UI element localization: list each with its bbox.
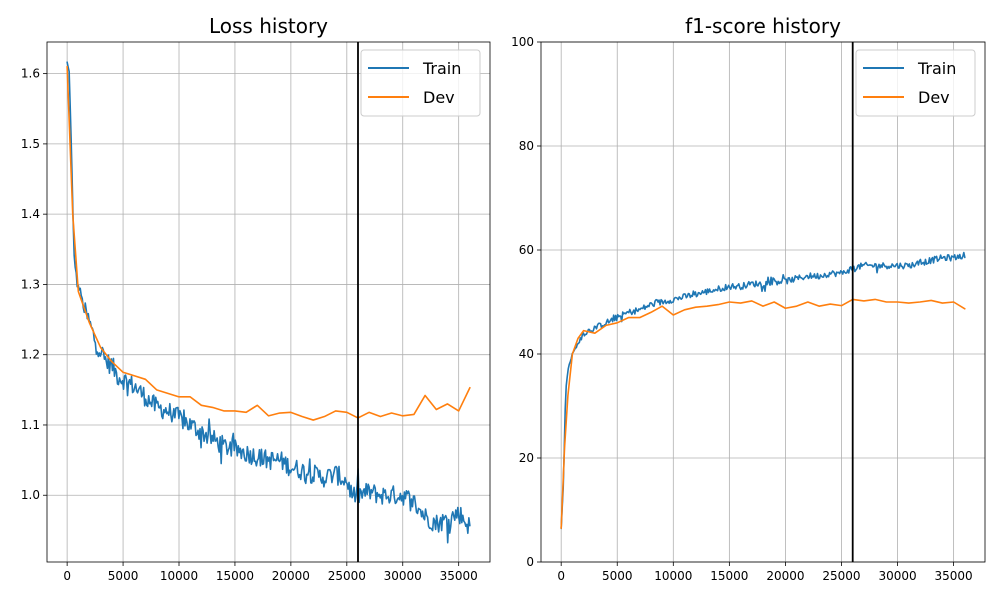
x-tick-label: 25000 [822, 569, 860, 583]
loss-chart-title: Loss history [209, 14, 328, 38]
y-tick-label: 1.3 [21, 277, 40, 291]
dev-series-line [560, 298, 966, 530]
y-tick-label: 1.4 [21, 207, 40, 221]
y-tick-label: 60 [519, 243, 534, 257]
x-tick-label: 35000 [440, 569, 478, 583]
legend-label-train: Train [917, 59, 956, 78]
x-tick-label: 30000 [384, 569, 422, 583]
y-tick-label: 1.6 [21, 67, 40, 81]
x-tick-label: 0 [63, 569, 71, 583]
f1-chart-legend: Train Dev [855, 49, 976, 117]
x-tick-label: 10000 [160, 569, 198, 583]
dev-series-line [66, 65, 471, 421]
y-tick-label: 0 [526, 555, 534, 569]
f1-chart-ticks: 0 5000 10000 15000 20000 25000 30000 35000 0 20 40… [511, 35, 973, 583]
f1-score-chart: f1-score history 0 5000 10000 15000 20000 250… [511, 14, 986, 583]
x-tick-label: 20000 [766, 569, 804, 583]
loss-chart-ticks: 0 5000 10000 15000 20000 25000 30000 35000 1.0 1.… [21, 67, 478, 583]
x-tick-label: 30000 [878, 569, 916, 583]
legend-box [855, 49, 976, 117]
legend-label-dev: Dev [918, 88, 950, 107]
x-tick-label: 0 [557, 569, 565, 583]
loss-chart-grid [47, 42, 490, 562]
y-tick-label: 1.1 [21, 418, 40, 432]
f1-chart-frame [540, 41, 986, 563]
x-tick-label: 20000 [272, 569, 310, 583]
y-tick-label: 100 [511, 35, 534, 49]
legend-label-train: Train [422, 59, 461, 78]
y-tick-label: 1.5 [21, 137, 40, 151]
x-tick-label: 5000 [602, 569, 633, 583]
f1-chart-title: f1-score history [685, 14, 841, 38]
loss-chart-plot-area [66, 42, 471, 562]
x-tick-label: 10000 [654, 569, 692, 583]
x-tick-label: 15000 [710, 569, 748, 583]
y-tick-label: 1.2 [21, 348, 40, 362]
x-tick-label: 35000 [935, 569, 973, 583]
y-tick-label: 20 [519, 451, 534, 465]
train-series-line [66, 61, 471, 544]
x-tick-label: 25000 [328, 569, 366, 583]
loss-chart-frame [46, 41, 491, 563]
legend-box [360, 49, 481, 117]
y-tick-label: 1.0 [21, 488, 40, 502]
legend-label-dev: Dev [423, 88, 455, 107]
x-tick-label: 5000 [108, 569, 139, 583]
f1-chart-plot-area [560, 42, 966, 562]
loss-chart: Loss history 0 5000 10000 15000 20000 25000 30… [21, 14, 491, 583]
y-tick-label: 40 [519, 347, 534, 361]
x-tick-label: 15000 [216, 569, 254, 583]
y-tick-label: 80 [519, 139, 534, 153]
loss-chart-legend: Train Dev [360, 49, 481, 117]
train-series-line [560, 251, 966, 530]
